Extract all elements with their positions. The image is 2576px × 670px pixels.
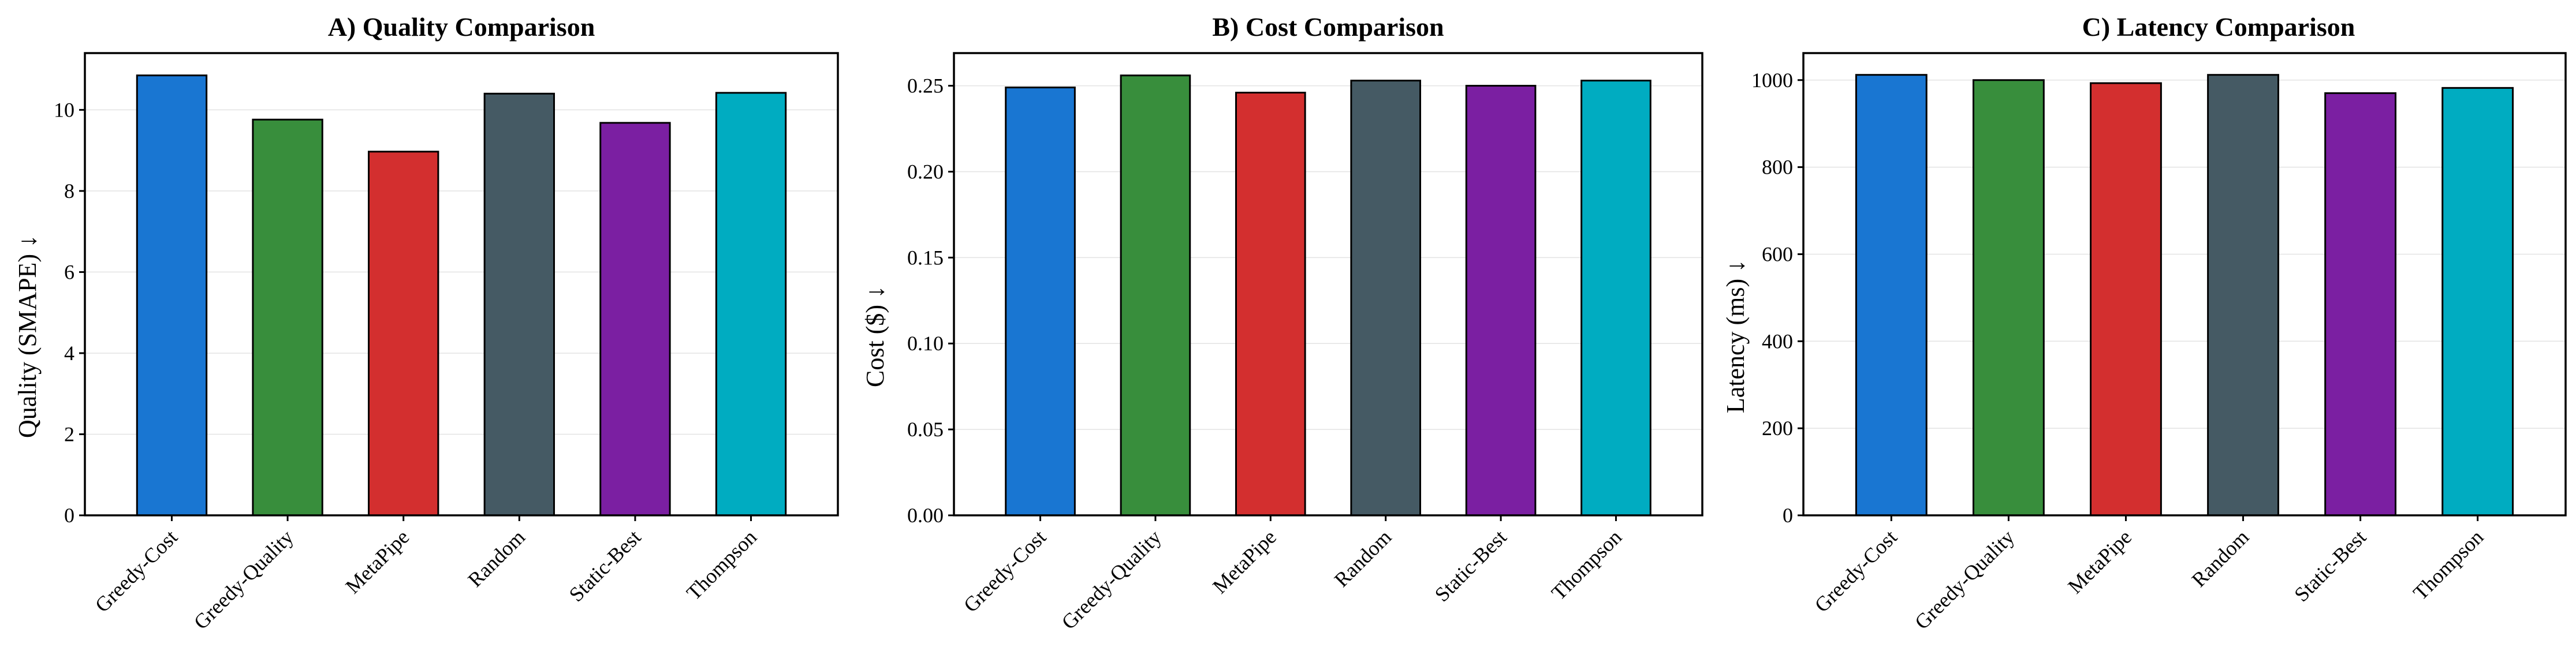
bar [1235, 91, 1306, 516]
y-tick-label: 400 [1762, 330, 1793, 353]
bar [599, 122, 671, 516]
x-tick-label: MetaPipe [341, 525, 413, 598]
panel-title: C) Latency Comparison [2082, 12, 2355, 42]
bar [1120, 74, 1191, 516]
quality-comparison-panel: A) Quality Comparison Quality (SMAPE) ↓ … [13, 12, 839, 634]
panel-title: B) Cost Comparison [1212, 12, 1444, 42]
y-tick-label: 0.05 [907, 418, 944, 441]
bar [1855, 74, 1928, 516]
x-tick-label: Greedy-Quality [1057, 525, 1166, 634]
bar [2441, 87, 2514, 516]
cost-comparison-panel: B) Cost Comparison Cost ($) ↓ 0.00 0.05 0.… [861, 12, 1703, 634]
bar [1465, 85, 1537, 516]
x-tick-label: Random [1330, 525, 1396, 592]
x-tick-label: Greedy-Cost [1810, 525, 1902, 616]
y-tick-label: 0.20 [907, 160, 944, 183]
bars [1855, 74, 2514, 516]
plot-frame [1802, 52, 2567, 516]
y-tick-label: 2 [64, 422, 74, 446]
y-axis-label: Quality (SMAPE) ↓ [13, 235, 42, 438]
y-tick-label: 6 [64, 260, 74, 283]
bar [368, 151, 439, 516]
bar [1580, 80, 1652, 516]
x-tick-label: Greedy-Cost [959, 525, 1050, 616]
y-tick-label: 10 [54, 98, 74, 121]
bar [2324, 92, 2397, 516]
x-tick-label: Greedy-Quality [189, 525, 298, 634]
x-tick-label: Static-Best [1430, 525, 1511, 606]
panel-title: A) Quality Comparison [328, 12, 595, 42]
x-tick-label: MetaPipe [2063, 525, 2136, 598]
bar [715, 92, 787, 516]
bar [1350, 80, 1422, 516]
bar [1005, 87, 1076, 516]
latency-comparison-panel: C) Latency Comparison Latency (ms) ↓ 0 20… [1721, 12, 2567, 634]
x-tick-label: Random [463, 525, 530, 592]
bar [2207, 74, 2279, 516]
bars [136, 74, 787, 516]
bar [2090, 82, 2162, 516]
x-tick-label: Thompson [2409, 525, 2488, 604]
y-axis-label: Latency (ms) ↓ [1721, 260, 1750, 413]
bar [483, 92, 555, 516]
y-tick-label: 800 [1762, 156, 1793, 179]
plot-frame [953, 52, 1703, 516]
y-tick-label: 600 [1762, 242, 1793, 265]
y-tick-label: 4 [64, 342, 74, 365]
bar [1972, 79, 2045, 516]
x-tick-label: MetaPipe [1208, 525, 1281, 598]
y-tick-label: 0.00 [907, 504, 944, 527]
x-tick-label: Random [2187, 525, 2254, 592]
bar [252, 118, 323, 516]
y-tick-label: 0 [1783, 504, 1793, 527]
y-tick-label: 0.10 [907, 332, 944, 355]
y-tick-label: 0.25 [907, 74, 944, 98]
x-tick-label: Static-Best [2290, 525, 2370, 606]
y-tick-label: 1000 [1751, 69, 1793, 92]
x-tick-label: Thompson [682, 525, 761, 604]
x-tick-label: Greedy-Quality [1910, 525, 2019, 634]
x-tick-label: Static-Best [565, 525, 646, 606]
y-tick-label: 0 [64, 504, 74, 527]
y-tick-label: 0.15 [907, 246, 944, 269]
bars [1005, 74, 1652, 516]
plot-frame [84, 52, 839, 516]
y-tick-label: 8 [64, 179, 74, 203]
x-tick-label: Thompson [1547, 525, 1626, 604]
y-axis-label: Cost ($) ↓ [861, 286, 889, 387]
bar [136, 74, 208, 516]
y-tick-label: 200 [1762, 417, 1793, 440]
x-tick-label: Greedy-Cost [91, 525, 182, 616]
